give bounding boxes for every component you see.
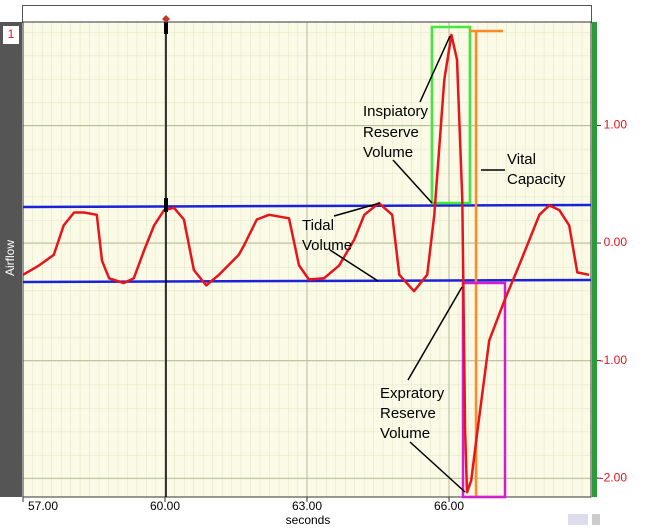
pointer	[407, 286, 463, 381]
annotation: Volume	[363, 144, 413, 161]
pointer	[329, 249, 379, 282]
annotation: Reserve	[363, 124, 419, 141]
cursor-head	[164, 22, 168, 34]
annotation-pointers	[329, 35, 505, 493]
y-tick-label: 1.00	[604, 118, 628, 132]
x-tick-label: 60.00	[150, 499, 180, 513]
annotation: Reserve	[380, 405, 436, 422]
signal-trace	[22, 33, 590, 494]
y-tick-label: 0.00	[604, 235, 628, 249]
cursor-handle[interactable]	[162, 15, 170, 23]
channel-number: 1	[8, 27, 15, 41]
irv-box	[430, 25, 472, 205]
pointer	[392, 159, 433, 204]
x-tick-label: 57.00	[28, 499, 58, 513]
lock-icon[interactable]	[592, 514, 600, 525]
annotation: Tidal	[302, 217, 334, 234]
pointer	[333, 202, 381, 217]
annotation: Volume	[380, 425, 430, 442]
x-axis-label: seconds	[286, 513, 331, 527]
pointer	[419, 35, 451, 103]
top-strip	[22, 5, 592, 23]
tidal-upper-line	[22, 203, 592, 209]
annotation: Volume	[302, 237, 352, 254]
channel-label: Airflow	[3, 240, 17, 276]
cursor-mark	[164, 198, 168, 212]
x-tick-label: 66.00	[434, 499, 464, 513]
x-tick-label: 63.00	[292, 499, 322, 513]
annotation: Capacity	[507, 171, 566, 188]
scale-bar	[592, 22, 597, 497]
y-tick-label: -2.00	[600, 470, 628, 484]
erv-box	[461, 281, 507, 499]
channel-box	[3, 26, 19, 44]
annotation: Vital	[507, 151, 536, 168]
channel-bar	[0, 22, 22, 497]
annotation: Expratory	[380, 385, 445, 402]
annotation: Inspiatory	[363, 103, 429, 120]
pointer	[409, 441, 466, 493]
y-tick-label: -1.00	[600, 353, 628, 367]
zoom-icon[interactable]	[568, 514, 588, 525]
